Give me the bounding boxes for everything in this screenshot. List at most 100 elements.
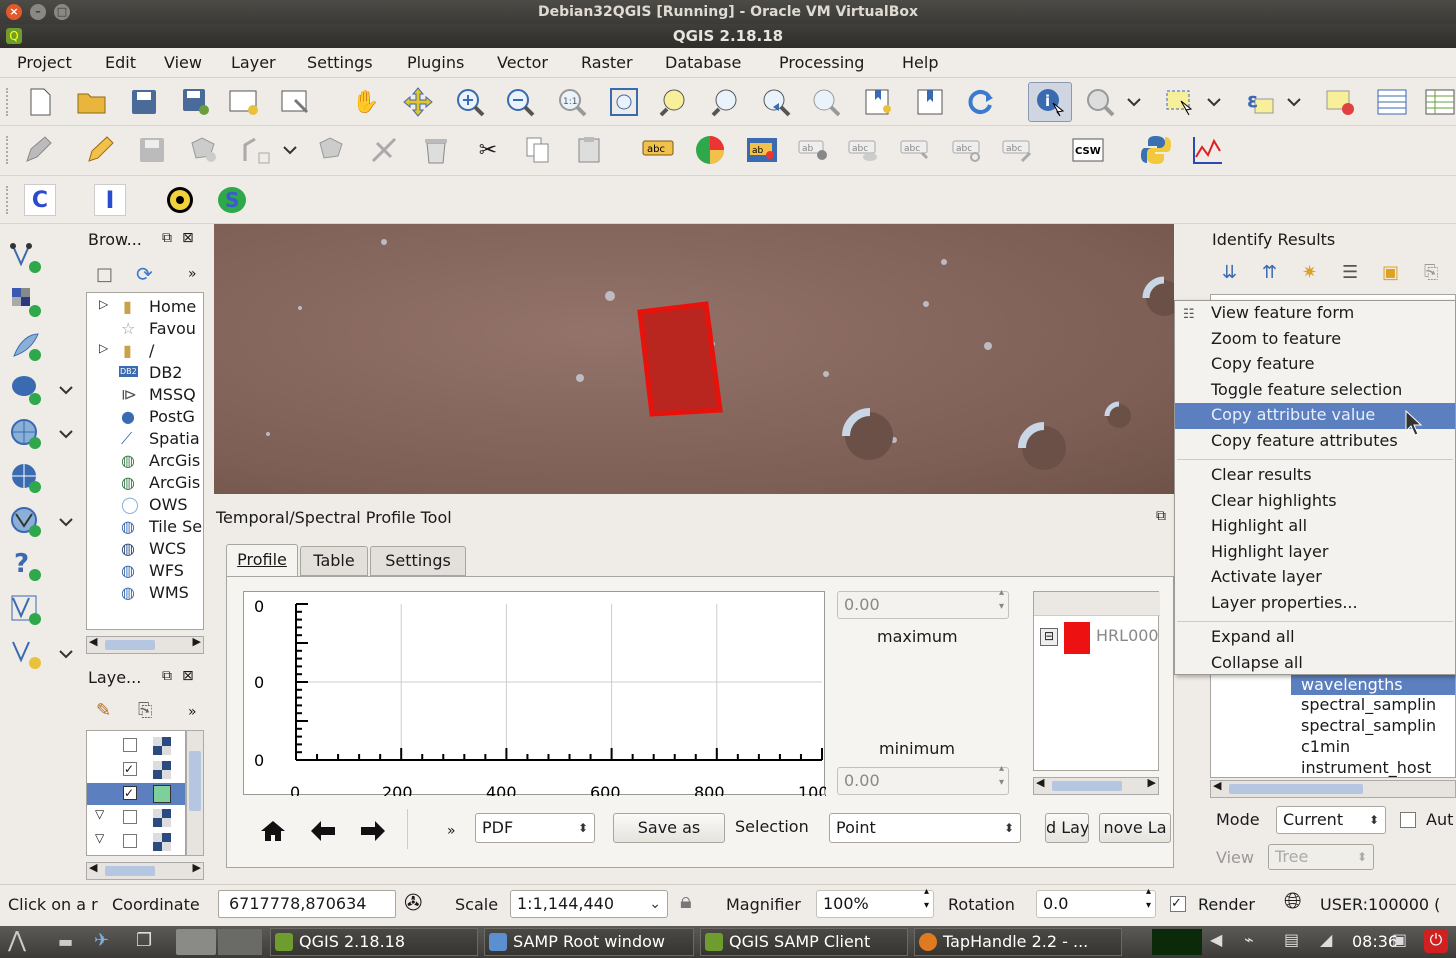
float-icon[interactable]: ⧉ (162, 668, 172, 684)
crs-globe-icon[interactable]: 🌐︎ (1284, 889, 1302, 914)
chevron-down-icon[interactable] (1124, 86, 1144, 118)
pan-to-selection-icon[interactable] (402, 86, 434, 118)
zoom-last-icon[interactable] (760, 86, 792, 118)
add-postgis-layer-icon[interactable] (10, 374, 42, 406)
attribute-row[interactable]: instrument_host (1301, 758, 1432, 777)
composer-manager-icon[interactable] (280, 86, 312, 118)
identify-features-icon[interactable]: i (1028, 82, 1072, 122)
attribute-row[interactable]: wavelengths (1291, 675, 1455, 695)
browser-item-mssql[interactable]: MSSQ (149, 385, 196, 404)
save-as-button[interactable]: Save as (613, 813, 725, 843)
browser-item-home[interactable]: Home (149, 297, 197, 316)
identify-hscrollbar[interactable]: ◀ (1210, 779, 1456, 798)
add-delimited-text-icon[interactable]: ? (10, 550, 42, 582)
clock[interactable]: 08:36 (1352, 932, 1399, 951)
more-icon[interactable]: » (188, 704, 197, 720)
menu-item-highlight-layer[interactable]: Highlight layer (1211, 542, 1329, 561)
attribute-row[interactable]: spectral_samplin (1301, 695, 1437, 714)
lock-icon[interactable]: 🔒︎ (680, 889, 692, 914)
paste-icon[interactable] (574, 134, 606, 166)
chevron-down-icon[interactable] (56, 418, 76, 450)
maximum-spinbox[interactable]: 0.00 ▴ ▾ (837, 587, 1009, 619)
menu-item-collapse-all[interactable]: Collapse all (1211, 653, 1303, 672)
render-checkbox[interactable]: ✓ (1170, 896, 1186, 912)
menu-processing[interactable]: Processing (779, 53, 865, 72)
profile-tool-icon[interactable] (1192, 134, 1224, 166)
home-icon[interactable] (257, 815, 289, 847)
plugin-samp-icon[interactable]: S (216, 184, 248, 216)
menu-item-zoom-to-feature[interactable]: Zoom to feature (1211, 329, 1342, 348)
menu-item-copy-feature[interactable]: Copy feature (1211, 354, 1315, 373)
add-selected-layers-icon[interactable]: □ (96, 264, 114, 285)
menu-item-activate-layer[interactable]: Activate layer (1211, 567, 1322, 586)
minimum-spinbox[interactable]: 0.00 ▴ ▾ (837, 763, 1009, 795)
task-taphandle[interactable]: TapHandle 2.2 - ... (914, 928, 1122, 956)
browser-item-postgis[interactable]: PostG (149, 407, 195, 426)
clipboard-icon[interactable]: ▤ (1284, 930, 1300, 949)
toolbar-grip[interactable] (6, 136, 10, 164)
add-layer-button[interactable]: d Lay (1045, 813, 1089, 843)
layer-checkbox[interactable] (123, 834, 137, 848)
browser-item-ows[interactable]: OWS (149, 495, 188, 514)
windows-icon[interactable]: ❐ (136, 930, 153, 951)
change-label-icon[interactable]: abc (1002, 134, 1034, 166)
collapse-tree-icon[interactable]: ⇈ (1262, 262, 1278, 283)
add-wfs-layer-icon[interactable] (10, 506, 42, 538)
menu-item-copy-feature-attributes[interactable]: Copy feature attributes (1211, 431, 1398, 450)
zoom-native-icon[interactable]: 1:1 (556, 86, 588, 118)
plugin-i-icon[interactable]: I (94, 184, 126, 216)
expand-arrow-icon[interactable]: ▷ (99, 297, 109, 311)
chevron-down-icon[interactable] (56, 374, 76, 406)
pin-label-icon[interactable]: ab (798, 134, 830, 166)
workspace-switcher[interactable] (218, 929, 262, 955)
measure-icon[interactable] (1084, 86, 1116, 118)
rotate-label-icon[interactable]: abc (952, 134, 984, 166)
menu-item-highlight-all[interactable]: Highlight all (1211, 516, 1308, 535)
show-bookmarks-icon[interactable] (914, 86, 946, 118)
tab-profile[interactable]: Profile (226, 544, 298, 576)
zoom-in-icon[interactable] (454, 86, 486, 118)
selection-mode-combo[interactable]: Point ⬍ (829, 813, 1021, 843)
attribute-table-icon[interactable] (1376, 86, 1408, 118)
chevron-down-icon[interactable] (56, 506, 76, 538)
menu-view[interactable]: View (164, 53, 202, 72)
menu-help[interactable]: Help (902, 53, 939, 72)
export-format-combo[interactable]: PDF ⬍ (475, 813, 595, 843)
task-qgis[interactable]: QGIS 2.18.18 (270, 928, 478, 956)
new-spatialite-layer-icon[interactable] (10, 638, 42, 670)
open-project-icon[interactable] (76, 86, 108, 118)
clear-results-icon[interactable]: ▣ (1382, 262, 1400, 283)
menu-item-layer-properties[interactable]: Layer properties... (1211, 593, 1358, 612)
profile-plot[interactable]: 0 0 0 0 200 400 600 800 100 (243, 591, 829, 802)
menu-vector[interactable]: Vector (497, 53, 548, 72)
more-icon[interactable]: » (447, 823, 456, 839)
usb-icon[interactable]: ⌁ (1244, 930, 1254, 949)
new-project-icon[interactable] (24, 86, 56, 118)
add-raster-layer-icon[interactable] (10, 286, 42, 318)
auto-open-form-checkbox[interactable] (1400, 812, 1416, 828)
maximize-icon[interactable]: □ (54, 4, 70, 20)
menu-edit[interactable]: Edit (105, 53, 136, 72)
identify-mode-combo[interactable]: Current ⬍ (1276, 806, 1386, 834)
crs-label[interactable]: USER:100000 ( (1320, 895, 1441, 914)
cut-icon[interactable]: ✂ (478, 137, 498, 163)
task-samp-root[interactable]: SAMP Root window (484, 928, 694, 956)
save-edits-icon[interactable] (136, 134, 168, 166)
toggle-editing-icon[interactable] (84, 134, 116, 166)
task-qgis-samp-client[interactable]: QGIS SAMP Client (700, 928, 908, 956)
select-by-expression-icon[interactable]: ε (1244, 86, 1276, 118)
copy-icon[interactable] (522, 134, 554, 166)
expand-arrow-icon[interactable]: ▷ (99, 341, 109, 355)
browser-item-arcgis-map[interactable]: ArcGis (149, 473, 201, 492)
new-print-composer-icon[interactable] (228, 86, 260, 118)
plugin-c-icon[interactable]: C (24, 184, 56, 216)
tab-table[interactable]: Table (300, 546, 368, 576)
identify-view-combo[interactable]: Tree ⬍ (1268, 844, 1374, 870)
remove-layer-button[interactable]: nove La (1099, 813, 1171, 843)
browser-item-arcgis-feature[interactable]: ArcGis (149, 451, 201, 470)
map-canvas[interactable] (214, 224, 1174, 494)
network-icon[interactable]: ✈ (94, 930, 110, 951)
start-menu-icon[interactable]: ⋀ (8, 928, 27, 953)
browser-item-wcs[interactable]: WCS (149, 539, 187, 558)
network-status-icon[interactable]: ◢ (1320, 930, 1333, 949)
